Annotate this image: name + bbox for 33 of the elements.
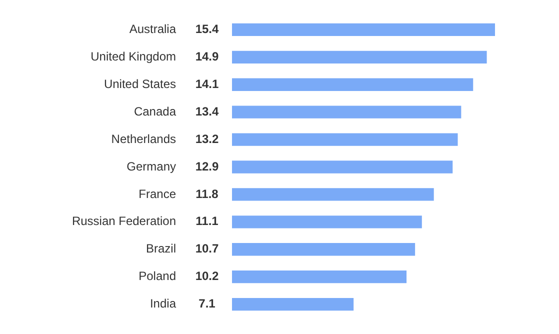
data-label: 14.1 <box>195 76 219 91</box>
y-tick-label: Poland <box>138 269 176 284</box>
data-label: 12.9 <box>195 159 219 174</box>
y-tick-label: United Kingdom <box>90 49 176 64</box>
bar <box>232 133 458 146</box>
y-tick-label: India <box>150 296 176 311</box>
bar <box>232 106 462 118</box>
data-label: 13.2 <box>195 132 219 146</box>
y-tick-label: Netherlands <box>111 132 176 146</box>
y-tick-label: Germany <box>126 159 176 174</box>
y-tick-label: Australia <box>129 22 176 36</box>
bar <box>232 78 474 91</box>
data-label: 13.4 <box>195 104 219 118</box>
data-label: 10.7 <box>195 242 219 256</box>
data-label: 11.1 <box>196 214 219 228</box>
data-label: 14.9 <box>195 49 219 64</box>
y-tick-label: United States <box>104 76 176 91</box>
y-tick-label: Brazil <box>146 242 176 256</box>
data-label: 10.2 <box>195 269 219 284</box>
data-label: 7.1 <box>198 296 216 311</box>
bar <box>232 270 407 284</box>
bar <box>232 243 416 256</box>
bar <box>232 188 434 201</box>
y-tick-label: France <box>138 186 176 201</box>
data-label: 11.8 <box>196 186 219 201</box>
bar <box>232 160 453 174</box>
bar <box>232 50 487 64</box>
y-tick-label: Canada <box>134 104 176 118</box>
y-tick-label: Russian Federation <box>72 214 176 228</box>
bar <box>232 216 422 228</box>
bar <box>232 23 495 36</box>
bar <box>232 298 354 311</box>
data-label: 15.4 <box>195 22 219 36</box>
